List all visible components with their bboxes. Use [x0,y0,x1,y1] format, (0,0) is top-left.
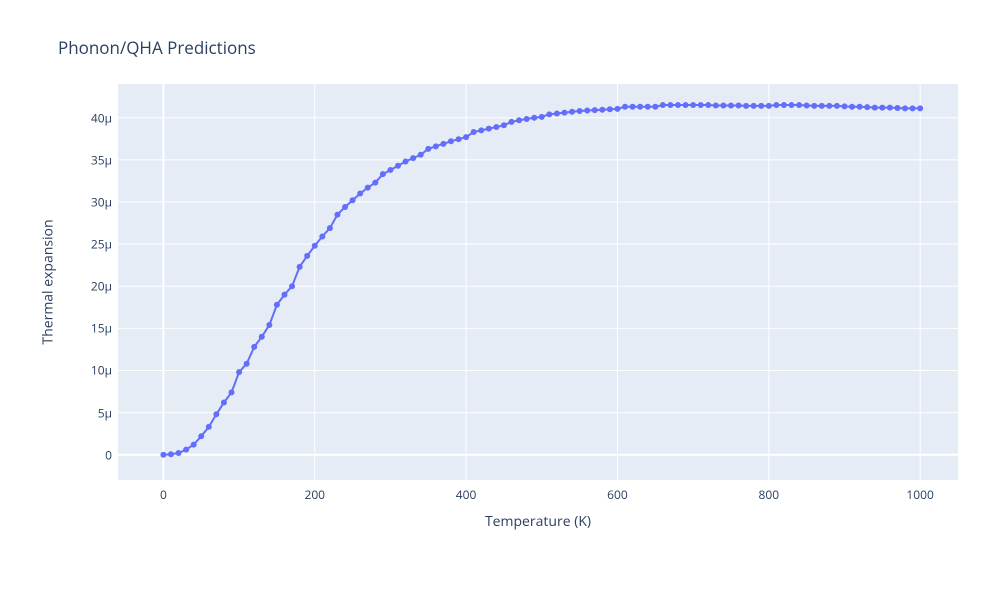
y-tick-label: 30μ [91,193,112,210]
y-tick-label: 40μ [91,109,112,126]
x-axis-label: Temperature (K) [485,512,591,531]
y-tick-label: 0 [105,446,112,463]
x-tick-label: 1000 [906,486,933,503]
x-tick-label: 200 [304,486,325,503]
y-tick-label: 5μ [98,404,112,421]
x-tick-label: 800 [759,486,780,503]
y-tick-label: 15μ [91,320,112,337]
y-tick-label: 25μ [91,236,112,253]
x-tick-label: 400 [456,486,477,503]
y-tick-label: 10μ [91,362,112,379]
y-tick-label: 20μ [91,278,112,295]
chart-container: Phonon/QHA Predictions Thermal expansion… [0,0,1000,600]
x-tick-label: 600 [607,486,628,503]
chart-title: Phonon/QHA Predictions [58,36,256,59]
x-tick-label: 0 [160,486,167,503]
plot-area [118,84,958,480]
y-axis-label: Thermal expansion [39,219,58,344]
y-tick-label: 35μ [91,151,112,168]
